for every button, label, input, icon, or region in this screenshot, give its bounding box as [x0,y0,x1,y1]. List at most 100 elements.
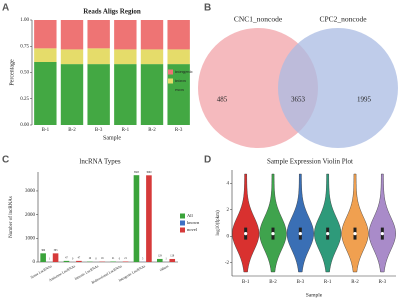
legend-label: exon [175,87,184,92]
legend-label: All [187,213,194,218]
x-tick-label: R-1 [122,128,130,133]
value-label: 21 [112,257,115,260]
y-tick-label: 0.00 [20,123,29,128]
value-label: 365 [54,249,59,252]
bar-segment [60,64,84,125]
bar-segment [114,49,137,65]
median-point [271,232,275,236]
bar-segment [34,48,57,62]
panel-label: C [2,155,9,166]
bar-segment [87,20,110,49]
bar [146,175,152,262]
x-tick-label: B-1 [242,280,250,285]
value-label: 129 [158,255,163,258]
chart-title: Sample Expression Violin Plot [267,158,353,166]
value-label: 0 [119,258,121,261]
value-label: 1 [165,258,167,261]
value-label: 1 [49,258,51,261]
median-point [244,232,248,236]
legend-swatch [180,227,185,233]
y-tick-label: 0 [33,260,36,265]
y-tick-label: -2 [225,261,230,266]
value-label: 16 [89,257,92,260]
violin [286,173,314,273]
legend-swatch [168,78,173,84]
median-point [353,232,357,236]
panel-label: A [2,3,9,14]
bar [133,175,140,262]
panel-label: D [204,155,211,166]
x-tick-label: Intergenic LncRNAs [118,264,146,283]
x-tick-label: R-2 [351,280,359,285]
value-label: 3660 [146,171,152,174]
legend-label: intergenic [175,69,193,74]
bar [169,258,176,262]
bar-segment [34,62,57,125]
bar [157,258,163,262]
legend-swatch [168,69,173,75]
y-tick-label: 4 [227,181,230,186]
y-tick-label: 3000 [25,189,36,194]
region-count: 485 [217,96,228,104]
x-tick-label: B-1 [42,128,50,133]
violin [368,173,396,273]
bar-segment [87,64,110,125]
x-tick-label: Others [159,264,170,273]
value-label: 47 [78,256,81,259]
set-label: CPC2_noncode [319,15,367,24]
legend-swatch [180,220,185,226]
y-tick-label: 1000 [25,236,36,241]
violin [259,173,287,273]
legend-swatch [180,213,185,219]
value-label: 5 [142,257,144,260]
x-tick-label: B-2 [269,280,277,285]
y-tick-label: 2 [227,208,230,213]
y-tick-label: 2000 [25,213,36,218]
y-axis-label: log10(fpkm) [216,210,221,236]
set-label: CNC1_noncode [234,15,283,24]
violin [314,173,342,273]
chart-title: lncRNA Types [79,158,120,166]
median-point [380,232,384,236]
y-axis-label: Number of lncRNAs [9,196,14,238]
panel-label: B [204,3,211,14]
bar [63,260,70,262]
region-count: 1995 [357,96,372,104]
x-tick-label: R-3 [379,280,387,285]
bar-segment [60,49,84,65]
x-tick-label: B-3 [297,280,305,285]
legend-swatch [168,87,173,93]
bar-segment [34,20,57,49]
set-circle [278,28,398,148]
x-tick-label: R-2 [148,128,156,133]
legend-label: known [187,220,200,225]
region-count: 3653 [291,96,306,104]
bar [52,253,59,262]
y-axis-label: Percentage [9,59,15,86]
x-axis-label: Sample [306,292,323,298]
y-tick-label: 1.00 [20,18,29,23]
x-tick-label: B-3 [95,128,103,133]
bar-segment [140,49,164,65]
violin [341,173,369,273]
y-tick-label: 0.25 [20,97,29,102]
bar [40,253,46,262]
bar-segment [140,64,164,125]
legend-label: novel [187,227,198,232]
value-label: 16 [101,257,104,260]
value-label: 21 [124,257,127,260]
x-tick-label: Antisense LncRNAs [48,264,76,283]
bar-segment [114,64,137,125]
value-label: 47 [65,256,68,259]
value-label: 128 [170,255,175,258]
x-axis-label: Sample [103,135,121,141]
bar-segment [114,20,137,50]
value-label: 3665 [134,171,140,174]
value-label: 0 [95,258,97,261]
bar-segment [167,20,190,50]
value-label: 366 [41,249,46,252]
median-point [298,232,302,236]
y-tick-label: 0 [227,234,230,239]
y-tick-label: 0.50 [20,71,29,76]
